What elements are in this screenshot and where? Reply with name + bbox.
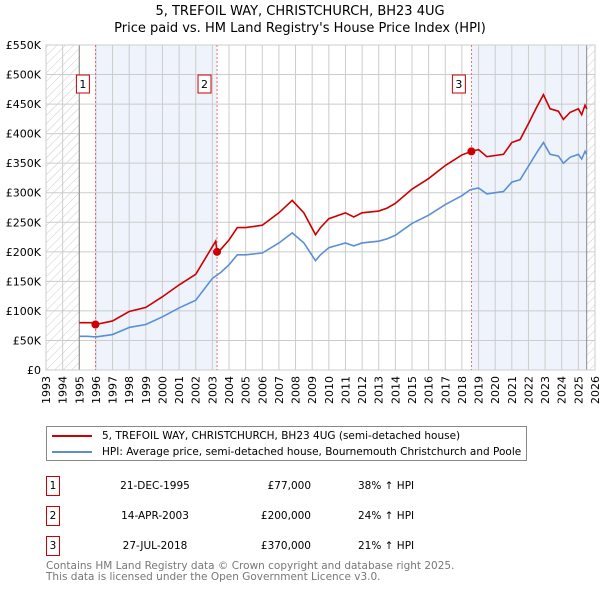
hatch-region-after	[586, 45, 595, 370]
x-tick-label: 1997	[107, 376, 120, 404]
x-tick-label: 1996	[90, 376, 103, 404]
plot-area: 1993 1994 1995 1996 1997 1998 1999 2000 2001 2002…	[6, 39, 600, 404]
legend-swatch-red	[52, 435, 92, 437]
sale-row: 3 27-JUL-2018 £370,000 21% ↑ HPI	[46, 536, 446, 556]
x-tick-label: 2018	[456, 376, 469, 404]
y-tick-label: £400K	[6, 128, 42, 141]
x-tick-label: 1994	[57, 376, 70, 404]
y-tick-label: £350K	[6, 157, 42, 170]
chart-title: 5, TREFOIL WAY, CHRISTCHURCH, BH23 4UG	[155, 4, 445, 19]
x-tick-label: 2011	[339, 376, 352, 404]
hpi-series-line	[79, 140, 588, 338]
x-tick-label: 2004	[223, 376, 236, 404]
y-tick-label: £150K	[6, 275, 42, 288]
sale-marker-label: 2	[201, 78, 208, 91]
y-tick-label: £250K	[6, 216, 42, 229]
y-tick-label: £450K	[6, 98, 42, 111]
y-tick-label: £300K	[6, 187, 42, 200]
x-tick-label: 2013	[373, 376, 386, 404]
y-tick-label: £100K	[6, 305, 42, 318]
x-tick-label: 2010	[323, 376, 336, 404]
x-tick-label: 1998	[123, 376, 136, 404]
legend-label: 5, TREFOIL WAY, CHRISTCHURCH, BH23 4UG (…	[102, 430, 461, 442]
sale-row: 1 21-DEC-1995 £77,000 38% ↑ HPI	[46, 476, 446, 496]
shaded-band	[95, 45, 218, 370]
x-tick-label: 2012	[356, 376, 369, 404]
x-tick-label: 2025	[572, 376, 585, 404]
x-tick-label: 2017	[439, 376, 452, 404]
footer-copyright: Contains HM Land Registry data © Crown c…	[46, 560, 455, 572]
sale-point	[91, 320, 100, 329]
x-tick-label: 2023	[539, 376, 552, 404]
sale-marker-label: 3	[455, 78, 462, 91]
x-tick-label: 2019	[473, 376, 486, 404]
legend-item-hpi: HPI: Average price, semi-detached house,…	[52, 444, 521, 460]
sale-marker-box	[451, 74, 466, 94]
x-tick-label: 2026	[589, 376, 600, 404]
x-tick-label: 2014	[389, 376, 402, 404]
x-tick-label: 2003	[206, 376, 219, 404]
x-tick-label: 2006	[256, 376, 269, 404]
sale-number: 3	[46, 536, 60, 556]
sale-marker-box	[75, 74, 90, 94]
plot-border	[45, 44, 596, 371]
legend-swatch-blue	[52, 451, 92, 453]
x-tick-label: 2000	[156, 376, 169, 404]
x-tick-label: 2015	[406, 376, 419, 404]
x-tick-label: 1995	[73, 376, 86, 404]
sale-point	[467, 147, 476, 156]
x-tick-label: 2016	[423, 376, 436, 404]
sale-price: £200,000	[260, 510, 311, 522]
shaded-band	[471, 45, 587, 370]
chart-subtitle: Price paid vs. HM Land Registry's House …	[114, 21, 486, 36]
y-tick-label: £50K	[13, 334, 42, 347]
legend: 5, TREFOIL WAY, CHRISTCHURCH, BH23 4UG (…	[46, 426, 527, 461]
x-tick-label: 2021	[506, 376, 519, 404]
x-tick-label: 2024	[556, 376, 569, 404]
legend-item-property: 5, TREFOIL WAY, CHRISTCHURCH, BH23 4UG (…	[52, 428, 460, 444]
sale-price: £370,000	[260, 540, 311, 552]
legend-label: HPI: Average price, semi-detached house,…	[102, 446, 522, 458]
y-tick-label: £550K	[6, 39, 42, 52]
footer-licence: This data is licensed under the Open Gov…	[46, 571, 381, 583]
sale-hpi: 24% ↑ HPI	[358, 510, 415, 522]
y-tick-label: £0	[27, 364, 41, 377]
x-tick-label: 2001	[173, 376, 186, 404]
sale-price: £77,000	[267, 480, 311, 492]
sale-hpi: 38% ↑ HPI	[358, 480, 415, 492]
x-tick-label: 1999	[140, 376, 153, 404]
sale-point	[213, 247, 222, 256]
y-tick-label: £500K	[6, 69, 42, 82]
sale-row: 2 14-APR-2003 £200,000 24% ↑ HPI	[46, 506, 446, 526]
sale-marker-box	[197, 74, 212, 94]
sale-date: 21-DEC-1995	[120, 480, 190, 492]
x-tick-label: 2002	[190, 376, 203, 404]
sale-date: 14-APR-2003	[121, 510, 189, 522]
x-tick-label: 2008	[290, 376, 303, 404]
sale-marker-label: 1	[79, 78, 86, 91]
sale-number: 2	[46, 506, 60, 526]
x-tick-label: 2009	[306, 376, 319, 404]
x-tick-label: 2007	[273, 376, 286, 404]
y-tick-label: £200K	[6, 246, 42, 259]
x-tick-label: 2020	[489, 376, 502, 404]
sale-number: 1	[46, 476, 60, 496]
x-tick-label: 2005	[240, 376, 253, 404]
x-tick-label: 1993	[40, 376, 53, 404]
x-tick-label: 2022	[522, 376, 535, 404]
sale-date: 27-JUL-2018	[122, 540, 188, 552]
sale-hpi: 21% ↑ HPI	[358, 540, 415, 552]
property-series-line	[79, 92, 588, 326]
